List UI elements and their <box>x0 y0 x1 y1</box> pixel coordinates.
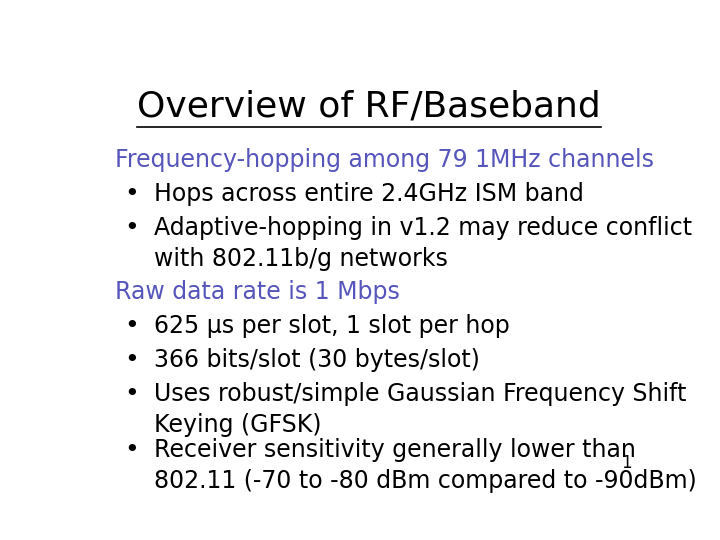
Text: 366 bits/slot (30 bytes/slot): 366 bits/slot (30 bytes/slot) <box>154 348 480 372</box>
Text: •: • <box>125 348 139 372</box>
Text: •: • <box>125 382 139 406</box>
Text: •: • <box>125 182 139 206</box>
Text: Raw data rate is 1 Mbps: Raw data rate is 1 Mbps <box>115 280 400 304</box>
Text: Overview of RF/Baseband: Overview of RF/Baseband <box>137 90 601 124</box>
Text: 625 μs per slot, 1 slot per hop: 625 μs per slot, 1 slot per hop <box>154 314 510 338</box>
Text: Frequency-hopping among 79 1MHz channels: Frequency-hopping among 79 1MHz channels <box>115 148 654 172</box>
Text: Uses robust/simple Gaussian Frequency Shift
Keying (GFSK): Uses robust/simple Gaussian Frequency Sh… <box>154 382 687 437</box>
Text: 1: 1 <box>621 454 631 472</box>
Text: Adaptive-hopping in v1.2 may reduce conflict
with 802.11b/g networks: Adaptive-hopping in v1.2 may reduce conf… <box>154 216 693 271</box>
Text: Receiver sensitivity generally lower than
802.11 (-70 to -80 dBm compared to -90: Receiver sensitivity generally lower tha… <box>154 438 697 493</box>
Text: •: • <box>125 438 139 462</box>
Text: •: • <box>125 314 139 338</box>
Text: Hops across entire 2.4GHz ISM band: Hops across entire 2.4GHz ISM band <box>154 182 584 206</box>
Text: •: • <box>125 216 139 240</box>
